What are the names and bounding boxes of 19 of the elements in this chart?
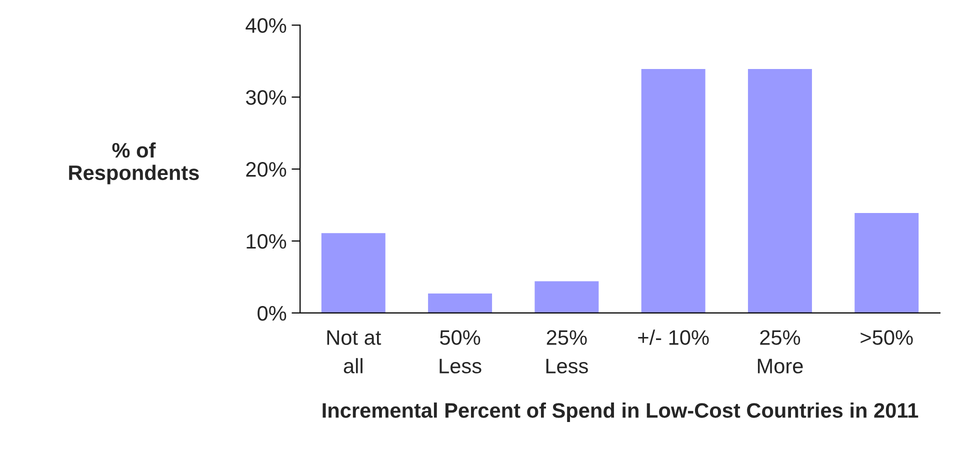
y-tick-label: 30% [246, 90, 286, 105]
bar [854, 212, 919, 313]
y-tick-label: 10% [246, 234, 286, 249]
x-tick-label: 25% More [758, 330, 803, 374]
x-tick-label: 25% Less [546, 330, 588, 374]
x-tick-label: 50% Less [440, 330, 482, 374]
bar [321, 233, 386, 313]
bar [748, 69, 812, 313]
y-axis-title: % of Respondents [69, 142, 199, 184]
y-tick-label: 40% [246, 18, 286, 33]
x-tick-label: +/- 10% [638, 330, 709, 345]
bar [641, 69, 706, 313]
y-tick-label: 20% [246, 162, 286, 177]
bar [428, 294, 492, 313]
x-tick-label: Not at all [327, 330, 382, 374]
x-axis-title: Incremental Percent of Spend in Low-Cost Countries in 2011 [322, 402, 918, 422]
y-tick-label: 0% [258, 306, 286, 321]
bar [534, 281, 599, 313]
x-tick-label: >50% [860, 330, 913, 345]
